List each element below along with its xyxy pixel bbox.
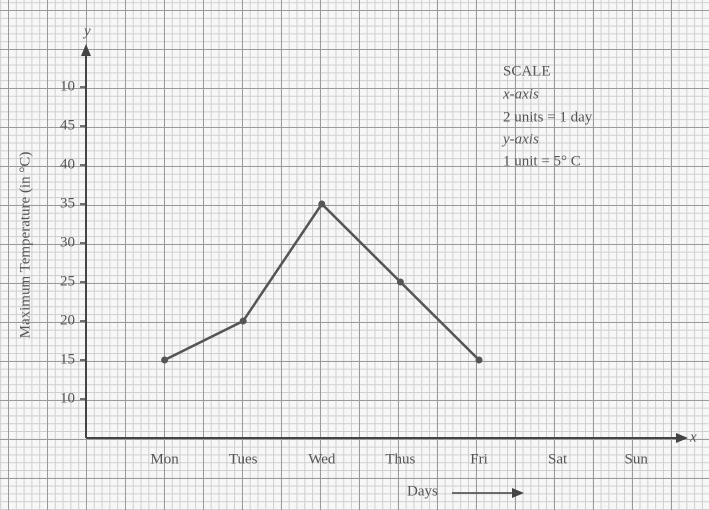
scale-note: 2 units = 1 day [503,109,593,125]
x-tick-label: Tues [229,451,258,467]
line [164,202,480,362]
point [161,356,169,364]
x-tick-label: Thus [385,451,415,467]
x-tick-label: Wed [308,451,336,467]
scale-note: 1 unit = 5° C [503,153,581,169]
y-tick-label: 15 [60,351,75,367]
scale-title: SCALE [503,63,551,79]
y-tick-label: 35 [60,195,75,211]
scale-note: x-axis [502,86,539,102]
y-tick-label: 20 [60,312,75,328]
y-tick-label: 40 [60,156,75,172]
point [475,356,483,364]
x-arrow [676,433,688,443]
y-tick-label: 30 [60,234,75,250]
y-tick-label: 45 [60,117,75,133]
scale-note: y-axis [501,131,539,147]
y-tick-label: 10 [60,78,75,94]
point [239,317,247,325]
x-axis-letter: x [689,429,697,445]
y-tick-label: 25 [60,273,75,289]
y-axis-label: Maximum Temperature (in °C) [17,152,33,339]
x-tick-label: Mon [150,451,179,467]
point [396,278,404,286]
days-arrowhead [512,488,524,498]
y-axis-letter: y [82,23,91,39]
x-tick-label: Fri [470,451,488,467]
y-arrow [81,44,91,56]
x-tick-label: Sat [548,451,568,467]
point [318,200,326,208]
x-tick-label: Sun [625,451,649,467]
x-axis-label: Days [407,483,438,499]
y-tick-label: 10 [60,390,75,406]
